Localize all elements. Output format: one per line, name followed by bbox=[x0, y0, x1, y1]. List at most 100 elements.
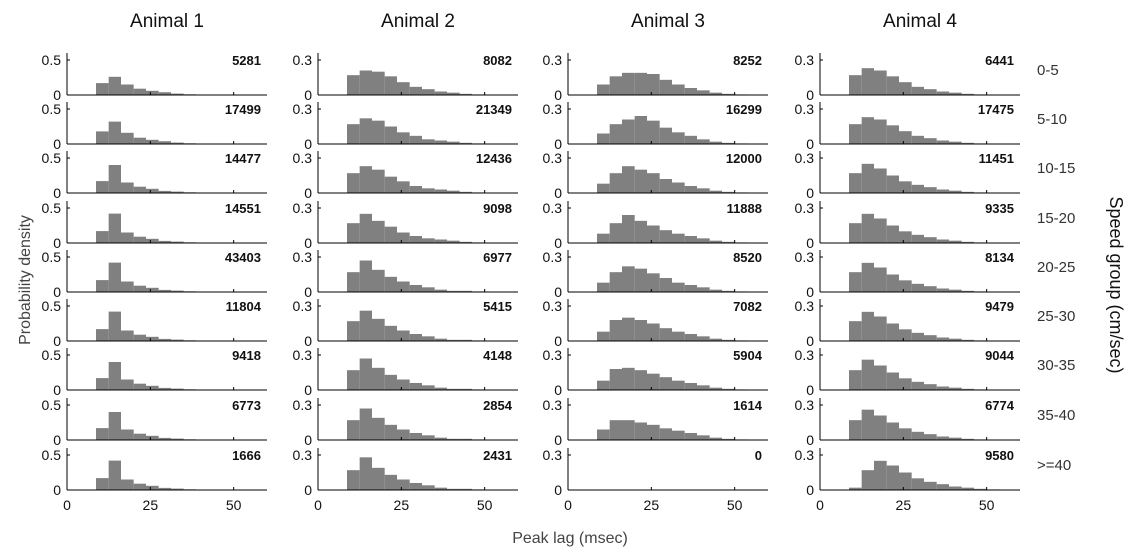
histogram-bar bbox=[459, 191, 472, 193]
x-tick-label: 50 bbox=[979, 497, 995, 513]
histogram-bar bbox=[861, 311, 874, 341]
histogram-bar bbox=[447, 92, 460, 95]
histogram-bar bbox=[849, 487, 862, 490]
histogram-bar bbox=[597, 429, 610, 440]
histogram-bar bbox=[133, 433, 146, 440]
histogram-bar bbox=[886, 323, 899, 341]
histogram-bar bbox=[397, 479, 410, 490]
histogram-bar bbox=[659, 428, 672, 440]
histogram-bar bbox=[133, 483, 146, 490]
histogram-bar bbox=[861, 213, 874, 243]
column-title: Animal 3 bbox=[631, 11, 705, 32]
sample-count-label: 4148 bbox=[483, 348, 512, 363]
speed-group-label: 5-10 bbox=[1037, 111, 1067, 128]
y-tick-label: 0 bbox=[304, 333, 312, 349]
histogram-bar bbox=[949, 338, 962, 341]
histogram-bar bbox=[121, 84, 134, 95]
histogram-bar bbox=[861, 470, 874, 490]
histogram-bar bbox=[597, 282, 610, 292]
histogram-bar bbox=[899, 131, 912, 144]
histogram-bar bbox=[96, 378, 109, 390]
histogram-bar bbox=[659, 377, 672, 390]
y-tick-label: 0.3 bbox=[543, 397, 563, 413]
speed-group-axis-title: Speed group (cm/sec) bbox=[1106, 196, 1126, 373]
histogram-bar bbox=[447, 190, 460, 193]
x-tick-label: 0 bbox=[63, 497, 71, 513]
histogram-bar bbox=[874, 460, 887, 490]
y-tick-label: 0 bbox=[304, 382, 312, 398]
sample-count-label: 6773 bbox=[232, 398, 261, 413]
histogram-bar bbox=[609, 124, 622, 144]
histogram-bar bbox=[422, 287, 435, 292]
y-tick-label: 0.3 bbox=[795, 397, 815, 413]
histogram-bar bbox=[397, 232, 410, 243]
histogram-bar bbox=[622, 72, 635, 95]
sample-count-label: 43403 bbox=[225, 250, 261, 265]
y-tick-label: 0 bbox=[554, 333, 562, 349]
histogram-bar bbox=[961, 142, 974, 144]
histogram-bar bbox=[434, 239, 447, 243]
histogram-bar bbox=[96, 181, 109, 193]
histogram-bar bbox=[634, 220, 647, 243]
histogram-bar bbox=[961, 438, 974, 440]
histogram-bar bbox=[684, 88, 697, 95]
y-tick-label: 0.5 bbox=[42, 447, 62, 463]
histogram-bar bbox=[347, 223, 360, 243]
histogram-bar bbox=[158, 240, 171, 243]
histogram-bar bbox=[886, 125, 899, 144]
histogram-bar bbox=[709, 92, 722, 95]
y-tick-label: 0 bbox=[304, 136, 312, 152]
histogram-bar bbox=[609, 420, 622, 440]
sample-count-label: 5281 bbox=[232, 53, 261, 68]
histogram-bar bbox=[609, 223, 622, 243]
histogram-bar bbox=[861, 163, 874, 193]
y-tick-label: 0 bbox=[554, 382, 562, 398]
y-tick-label: 0.3 bbox=[795, 52, 815, 68]
y-tick-label: 0.5 bbox=[42, 298, 62, 314]
histogram-bar bbox=[108, 121, 121, 144]
histogram-bar bbox=[886, 225, 899, 243]
histogram-bar bbox=[722, 241, 735, 243]
histogram-bar bbox=[936, 288, 949, 292]
y-tick-label: 0.5 bbox=[42, 347, 62, 363]
histogram-bar bbox=[447, 141, 460, 144]
histogram-bar bbox=[709, 338, 722, 341]
histogram-bar bbox=[359, 70, 372, 95]
histogram-bar bbox=[911, 135, 924, 144]
histogram-bar bbox=[672, 233, 685, 243]
histogram-bar bbox=[634, 169, 647, 193]
histogram-bar bbox=[372, 467, 385, 490]
speed-group-label: 25-30 bbox=[1037, 308, 1075, 325]
histogram-bar bbox=[936, 140, 949, 144]
y-tick-label: 0 bbox=[304, 432, 312, 448]
histogram-bar bbox=[924, 286, 937, 292]
histogram-bar bbox=[911, 478, 924, 490]
histogram-bar bbox=[171, 488, 184, 490]
histogram-bar bbox=[597, 331, 610, 341]
histogram-bar bbox=[684, 186, 697, 193]
histogram-bar bbox=[397, 82, 410, 95]
histogram-bar bbox=[647, 273, 660, 292]
column-title: Animal 2 bbox=[381, 11, 455, 32]
histogram-bar bbox=[397, 429, 410, 440]
y-tick-label: 0 bbox=[806, 432, 814, 448]
histogram-bar bbox=[146, 287, 159, 292]
y-tick-label: 0.3 bbox=[795, 101, 815, 117]
histogram-bar bbox=[861, 68, 874, 95]
histogram-bar bbox=[709, 437, 722, 440]
histogram-bar bbox=[924, 434, 937, 440]
histogram-bar bbox=[409, 383, 422, 390]
histogram-bar bbox=[622, 119, 635, 144]
histogram-bar bbox=[949, 387, 962, 390]
y-tick-label: 0 bbox=[53, 432, 61, 448]
histogram-bar bbox=[647, 225, 660, 243]
histogram-bar bbox=[359, 408, 372, 440]
y-tick-label: 0.5 bbox=[42, 150, 62, 166]
histogram-bar bbox=[146, 238, 159, 243]
sample-count-label: 12000 bbox=[726, 151, 762, 166]
histogram-bar bbox=[171, 191, 184, 193]
histogram-bar bbox=[397, 281, 410, 292]
histogram-bar bbox=[409, 86, 422, 95]
histogram-bar bbox=[849, 173, 862, 193]
histogram-bar bbox=[899, 280, 912, 292]
